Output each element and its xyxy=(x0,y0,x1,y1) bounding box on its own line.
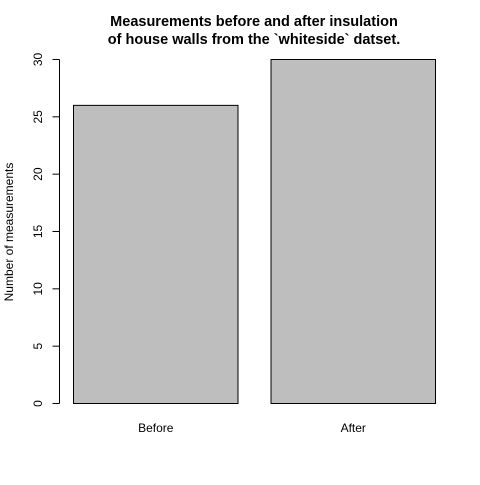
x-tick-label: Before xyxy=(138,421,174,435)
x-axis-labels: Before After xyxy=(138,421,366,435)
y-tick-label: 25 xyxy=(31,110,45,124)
y-tick-label: 0 xyxy=(31,400,45,407)
y-tick-label: 10 xyxy=(31,282,45,296)
x-tick-label: After xyxy=(341,421,366,435)
bar-after xyxy=(270,59,436,404)
bar-before xyxy=(73,104,239,404)
chart-title-line-1: Measurements before and after insulation xyxy=(110,14,398,30)
y-axis-label: Number of measurements xyxy=(2,163,16,302)
bars-group xyxy=(73,59,436,404)
y-tick-label: 15 xyxy=(31,225,45,239)
y-tick-label: 5 xyxy=(31,343,45,350)
y-tick-label: 30 xyxy=(31,53,45,67)
chart-title-line-2: of house walls from the `whiteside` dats… xyxy=(108,32,400,48)
y-axis: 0 5 10 15 20 25 30 xyxy=(31,53,60,407)
y-tick-label: 20 xyxy=(31,167,45,181)
